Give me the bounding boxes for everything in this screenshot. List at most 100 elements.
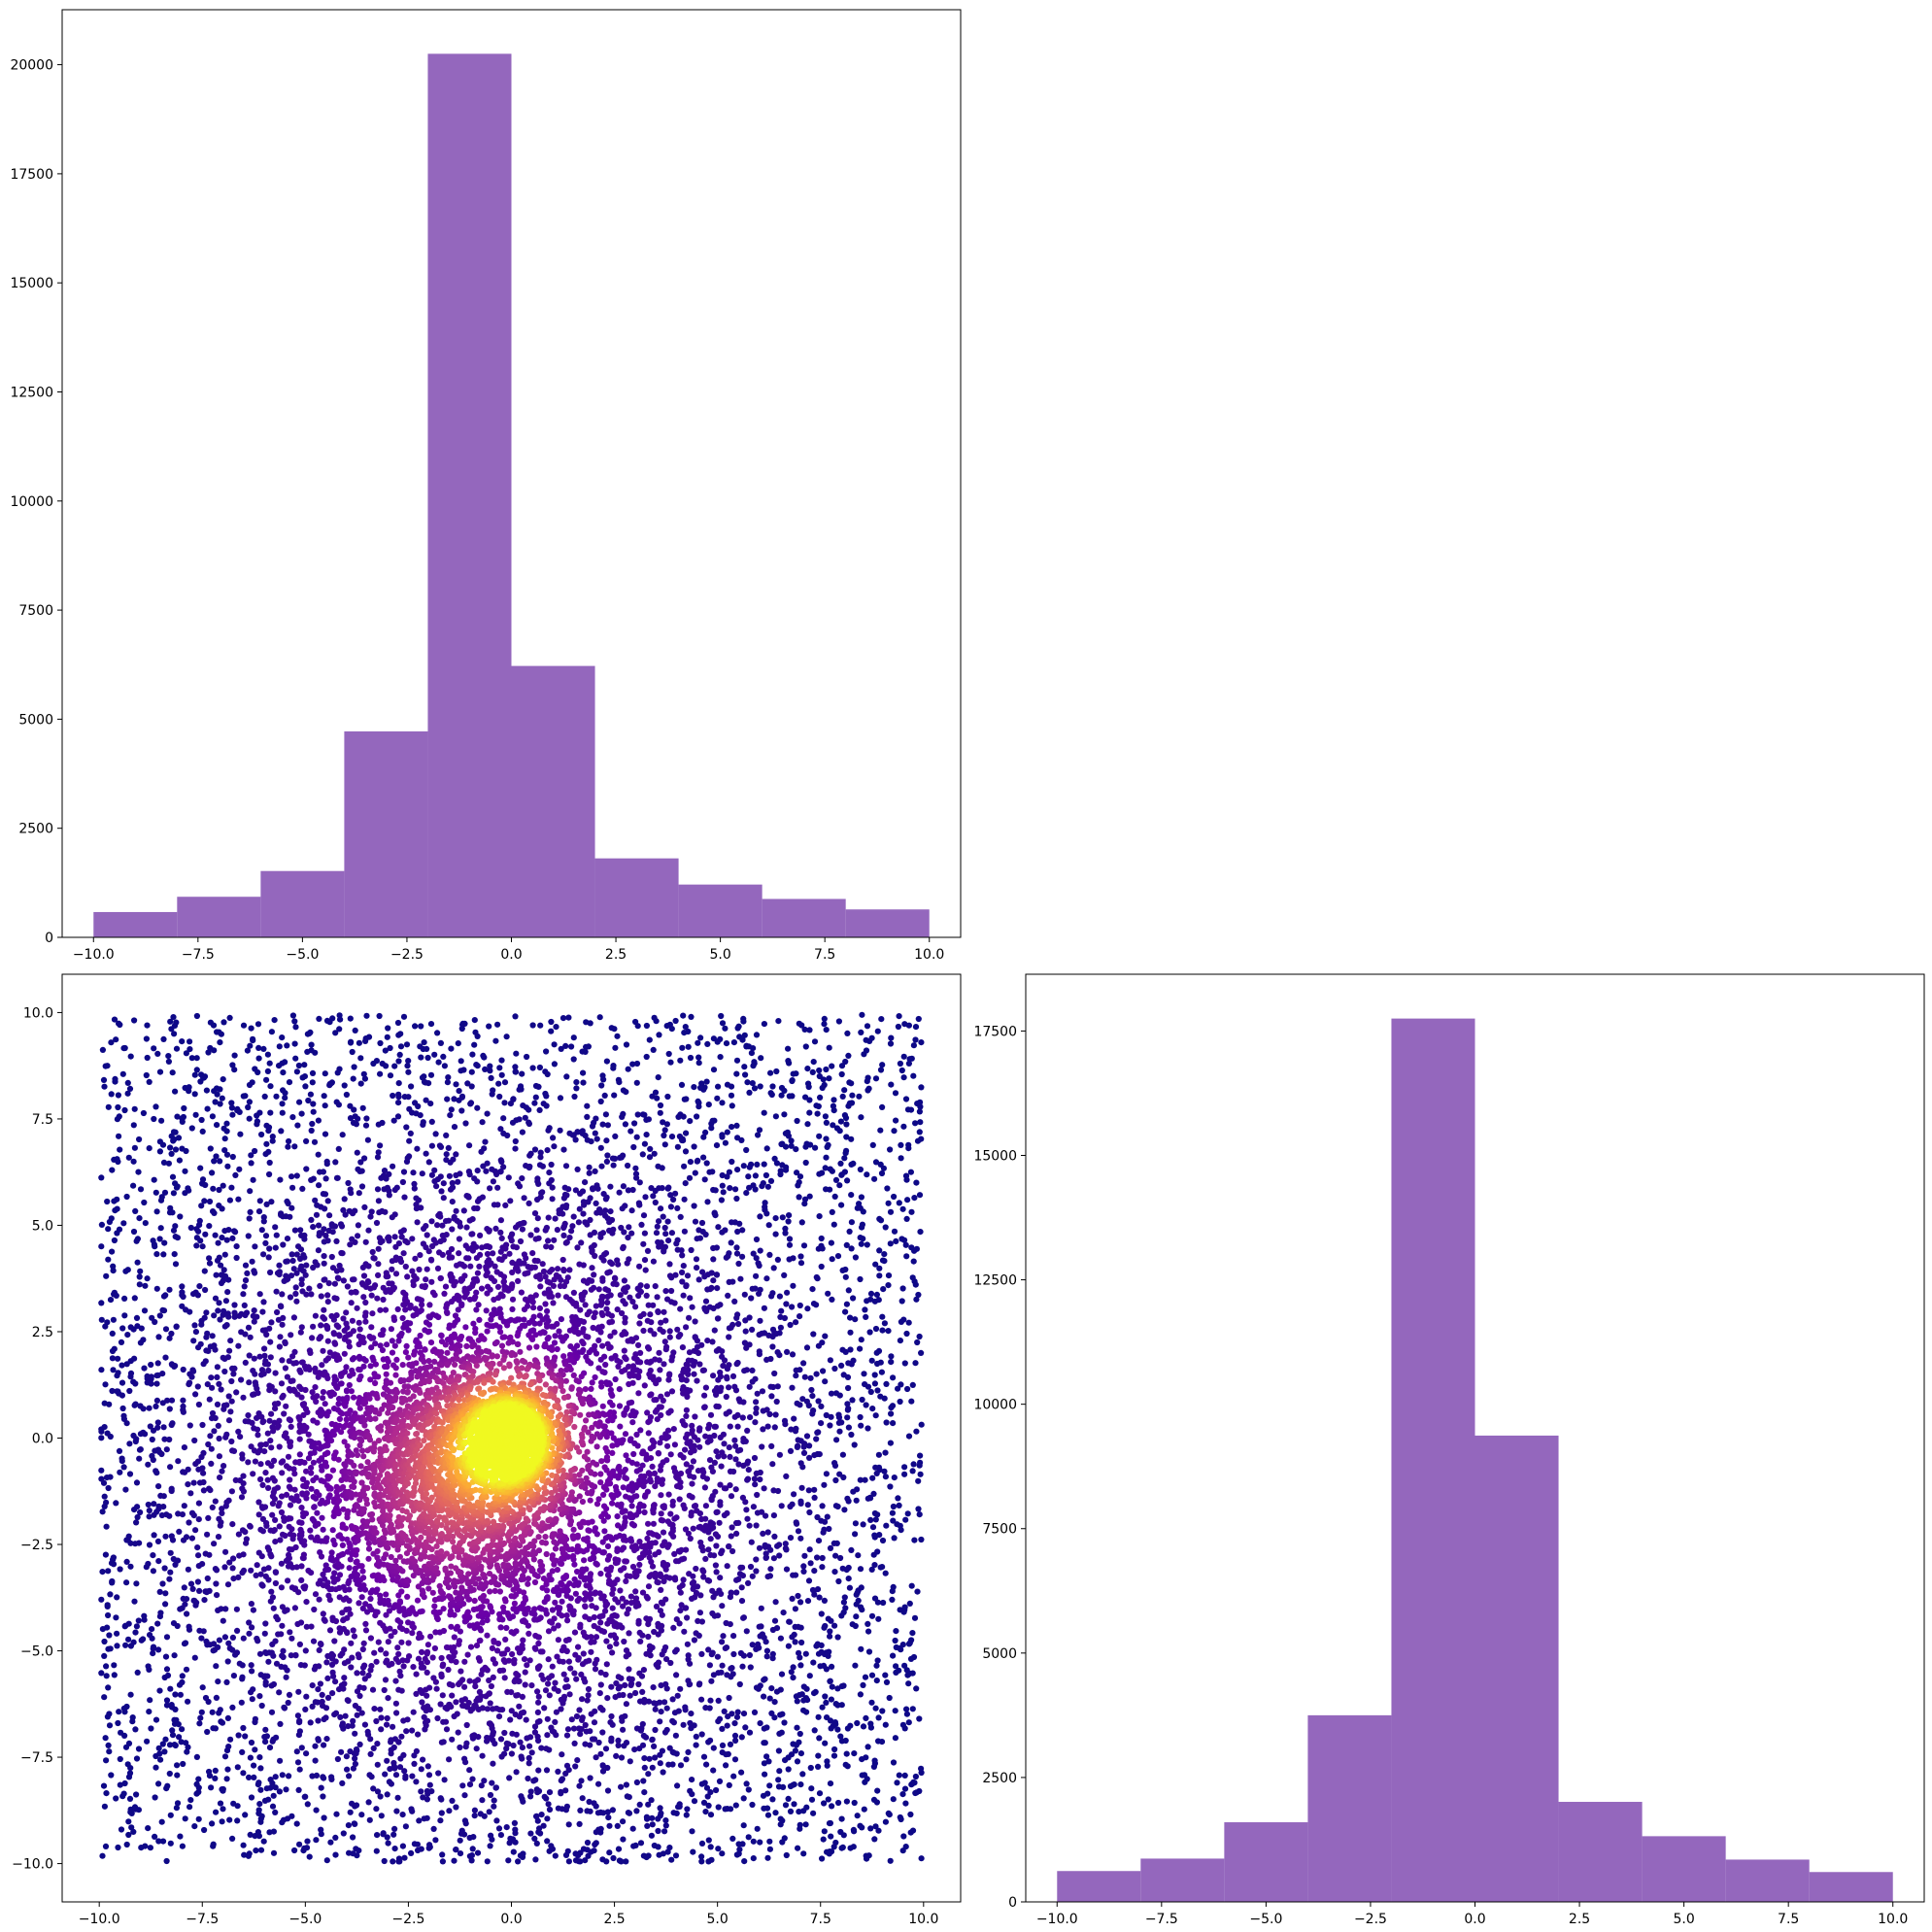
scatter-point <box>350 1834 356 1841</box>
scatter-point <box>857 1566 864 1573</box>
scatter-point <box>864 1087 871 1094</box>
scatter-point <box>909 1274 916 1281</box>
scatter-point <box>723 1762 729 1769</box>
scatter-point <box>333 1295 340 1303</box>
scatter-point <box>164 1672 172 1678</box>
scatter-point <box>419 1170 425 1177</box>
scatter-point <box>701 1273 708 1280</box>
scatter-point <box>489 1779 495 1786</box>
scatter-point <box>213 1271 220 1278</box>
scatter-point <box>167 1685 174 1692</box>
scatter-point <box>749 1573 756 1579</box>
scatter-point <box>427 1071 435 1078</box>
scatter-point <box>172 1146 180 1153</box>
scatter-point <box>223 1431 230 1438</box>
scatter-point <box>101 1694 108 1701</box>
scatter-point <box>681 1628 688 1635</box>
scatter-point <box>525 1165 533 1171</box>
scatter-point <box>768 1710 775 1716</box>
scatter-point <box>213 1567 220 1574</box>
scatter-point <box>98 1300 105 1306</box>
scatter-point <box>467 1101 474 1107</box>
scatter-point <box>741 1339 749 1346</box>
scatter-point <box>119 1070 126 1077</box>
scatter-point <box>891 1535 898 1542</box>
scatter-point <box>895 1385 901 1392</box>
scatter-point <box>657 1805 663 1812</box>
scatter-point <box>466 1781 474 1788</box>
scatter-point <box>235 1732 242 1739</box>
scatter-point <box>518 1793 525 1800</box>
scatter-point <box>863 1852 869 1859</box>
scatter-point <box>337 1016 344 1023</box>
scatter-point <box>752 1481 759 1488</box>
scatter-point <box>753 1556 760 1563</box>
scatter-point <box>180 1397 186 1404</box>
scatter-point <box>820 1368 827 1374</box>
scatter-point <box>739 1414 746 1421</box>
scatter-point <box>649 1093 656 1100</box>
scatter-point <box>882 1818 890 1825</box>
scatter-point <box>102 1381 109 1388</box>
scatter-point <box>813 1436 820 1442</box>
scatter-point <box>219 1205 225 1212</box>
scatter-point <box>858 1114 864 1121</box>
scatter-point <box>792 1623 798 1630</box>
scatter-point <box>871 1509 879 1517</box>
scatter-point <box>734 1228 741 1236</box>
scatter-point <box>462 1120 469 1127</box>
scatter-point <box>802 1650 809 1657</box>
scatter-point <box>306 1030 313 1037</box>
scatter-point <box>691 1084 697 1091</box>
scatter-point <box>276 1043 283 1050</box>
scatter-point <box>205 1049 212 1056</box>
scatter-point <box>527 1232 534 1238</box>
scatter-point <box>492 1784 499 1791</box>
scatter-point <box>563 1803 571 1810</box>
scatter-point <box>895 1023 902 1031</box>
scatter-point <box>299 1185 306 1192</box>
scatter-point <box>901 1785 909 1792</box>
scatter-point <box>245 1103 252 1111</box>
scatter-point <box>285 1143 291 1150</box>
scatter-point <box>858 1422 864 1429</box>
scatter-point <box>141 1365 148 1372</box>
scatter-point <box>874 1657 881 1664</box>
scatter-point <box>551 1041 558 1048</box>
scatter-point <box>348 1190 355 1197</box>
scatter-point <box>609 1230 616 1237</box>
scatter-point <box>661 1127 668 1134</box>
scatter-point <box>732 1486 739 1493</box>
scatter-point <box>453 1207 459 1214</box>
scatter-point <box>262 1470 269 1476</box>
scatter-point <box>860 1723 867 1730</box>
scatter-point <box>390 1092 396 1100</box>
scatter-point <box>668 1230 676 1237</box>
scatter-point <box>786 1618 793 1625</box>
scatter-point <box>721 1708 728 1714</box>
scatter-point <box>374 1186 382 1193</box>
scatter-point <box>668 1274 675 1281</box>
scatter-point <box>309 1079 316 1086</box>
scatter-point <box>846 1584 854 1591</box>
scatter-point <box>505 1857 512 1864</box>
scatter-point <box>694 1158 700 1165</box>
scatter-point <box>447 1112 454 1119</box>
scatter-point <box>604 1152 611 1159</box>
scatter-point <box>832 1839 839 1847</box>
scatter-point <box>498 1158 505 1166</box>
scatter-point <box>339 1779 346 1786</box>
scatter-point <box>440 1195 447 1202</box>
scatter-point <box>642 1267 649 1273</box>
scatter-point <box>608 1712 615 1720</box>
scatter-point <box>540 1822 547 1829</box>
scatter-point <box>321 1093 327 1100</box>
scatter-point <box>342 1211 349 1218</box>
scatter-point <box>449 1199 456 1205</box>
scatter-point <box>109 1330 116 1337</box>
scatter-point <box>541 1793 548 1800</box>
scatter-point <box>801 1552 808 1559</box>
scatter-point <box>220 1785 226 1793</box>
scatter-point <box>831 1193 838 1200</box>
scatter-point <box>661 1828 668 1835</box>
